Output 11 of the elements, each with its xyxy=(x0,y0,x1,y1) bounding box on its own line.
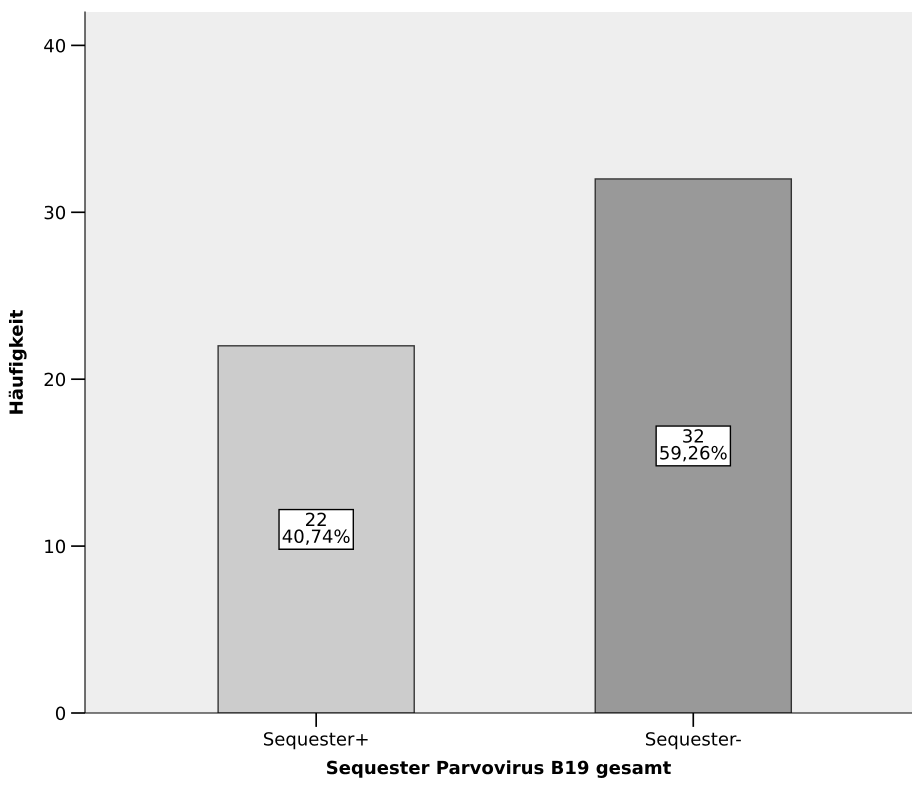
y-axis-title: Häufigkeit xyxy=(8,310,27,414)
y-tick-label: 0 xyxy=(56,706,66,720)
x-tick-label: Sequester- xyxy=(646,732,741,750)
x-tick-label: Sequester+ xyxy=(264,732,368,750)
y-tick-label: 20 xyxy=(44,372,66,386)
y-tick-label: 10 xyxy=(45,540,66,554)
y-tick-label: 40 xyxy=(44,38,66,52)
data-label: 32 59,26% xyxy=(660,429,727,462)
x-axis-title: Sequester Parvovirus B19 gesamt xyxy=(327,760,671,778)
data-label: 22 40,74% xyxy=(282,512,350,545)
y-tick-label: 30 xyxy=(44,206,66,220)
